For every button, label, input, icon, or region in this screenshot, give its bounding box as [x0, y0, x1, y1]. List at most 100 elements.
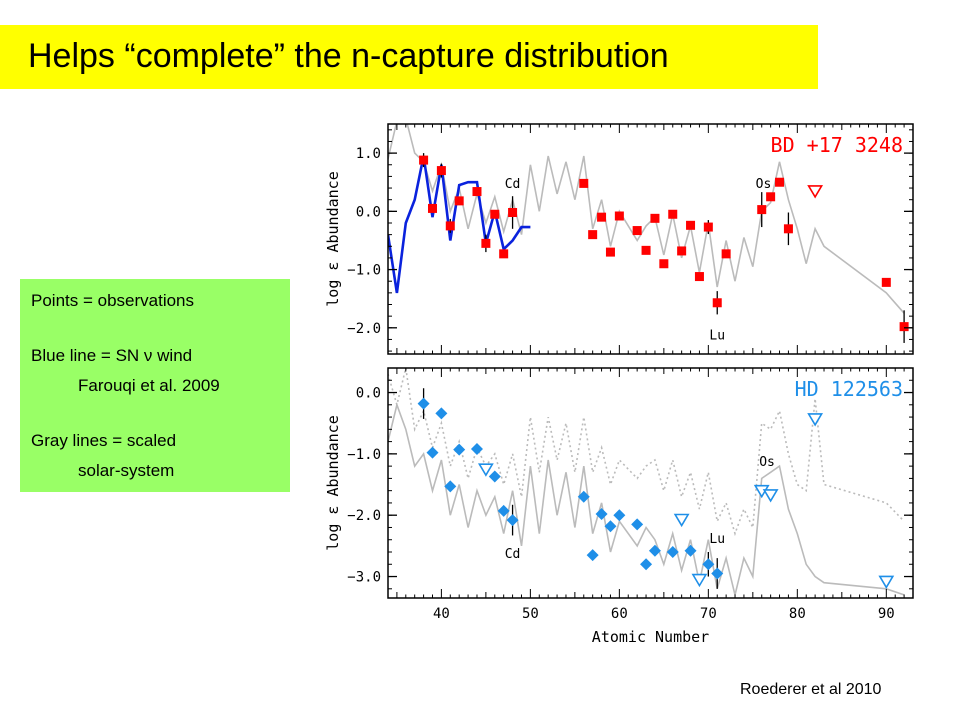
data-point: [711, 567, 724, 580]
element-annotation: Lu: [709, 328, 725, 343]
data-point: [454, 196, 464, 206]
data-point: [703, 222, 713, 232]
y-axis-title: log ε Abundance: [324, 415, 342, 550]
x-tick-label: 40: [433, 606, 450, 622]
y-tick-label: −2.0: [347, 508, 381, 524]
data-point: [488, 470, 501, 483]
upper-limit: [878, 575, 895, 590]
data-point: [497, 504, 510, 517]
data-point: [721, 249, 731, 259]
x-axis-title: Atomic Number: [592, 628, 709, 646]
element-annotation: Cd: [505, 547, 521, 562]
model-line: [388, 155, 531, 294]
panel-bd-17-3248: 1.0 0.0 −1.0 −2.0 log ε Abundance BD +17 3248…: [324, 123, 914, 355]
data-point: [640, 558, 653, 571]
y-tick-label: −1.0: [347, 263, 381, 279]
data-point: [641, 245, 651, 255]
slide-title: Helps “complete” the n-capture distribut…: [28, 37, 669, 75]
legend-gray-lines: Gray lines = scaled: [31, 431, 177, 450]
legend-gray-lines-desc: solar-system: [78, 461, 175, 480]
data-point: [445, 221, 455, 231]
solar-dotted-line: [388, 368, 905, 537]
legend-blue-line-ref: Farouqi et al. 2009: [78, 376, 220, 395]
data-point: [427, 203, 437, 213]
data-point: [499, 249, 509, 259]
data-point: [613, 509, 626, 522]
abundance-chart: 1.0 0.0 −1.0 −2.0 log ε Abundance BD +17 3248…: [324, 123, 914, 646]
data-point: [506, 514, 519, 527]
data-point: [435, 407, 448, 420]
legend-blue-line: Blue line = SN ν wind: [31, 346, 193, 365]
x-tick-label: 60: [611, 606, 628, 622]
data-point: [775, 177, 785, 187]
data-point: [702, 558, 715, 571]
plot-frame: [387, 123, 914, 355]
data-point: [417, 397, 430, 410]
solar-line: [388, 402, 905, 596]
data-point: [444, 480, 457, 493]
element-annotation: Cd: [505, 177, 521, 192]
upper-limit: [807, 185, 824, 199]
data-point: [588, 230, 598, 240]
title-banner: Helps “complete” the n-capture distribut…: [0, 25, 818, 89]
data-point: [766, 192, 776, 202]
star-name: BD +17 3248: [771, 133, 903, 157]
upper-limit: [691, 573, 708, 588]
data-point: [650, 213, 660, 223]
legend-box: Points = observations Blue line = SN ν w…: [20, 279, 290, 492]
star-name: HD 122563: [795, 377, 903, 401]
x-tick-label: 50: [522, 606, 539, 622]
data-point: [579, 178, 589, 188]
y-axis-title: log ε Abundance: [324, 171, 342, 306]
data-point: [481, 238, 491, 248]
data-point: [419, 155, 429, 165]
plot-area: [388, 124, 909, 343]
data-point: [586, 549, 599, 562]
data-point: [631, 518, 644, 531]
upper-limit: [762, 489, 779, 503]
data-point: [881, 277, 891, 287]
element-annotation: Lu: [709, 532, 725, 547]
y-tick-label: −3.0: [347, 570, 381, 586]
data-point: [508, 208, 518, 218]
y-tick-label: −1.0: [347, 447, 381, 463]
data-point: [648, 544, 661, 557]
data-point: [677, 246, 687, 256]
data-point: [666, 546, 679, 558]
x-tick-label: 80: [789, 606, 806, 622]
upper-limit: [807, 413, 824, 427]
data-point: [490, 209, 500, 219]
data-point: [597, 212, 607, 222]
x-tick-label: 90: [878, 606, 895, 622]
upper-limit: [477, 463, 494, 477]
data-point: [470, 442, 483, 455]
plot-frame: [387, 367, 914, 599]
data-point: [426, 446, 439, 459]
data-point: [899, 322, 909, 332]
x-tick-label: 70: [700, 606, 717, 622]
element-annotation: Os: [759, 455, 775, 470]
data-point: [684, 544, 697, 557]
data-point: [757, 205, 767, 215]
citation: Roederer et al 2010: [740, 681, 882, 698]
data-point: [436, 166, 446, 176]
y-tick-label: 1.0: [356, 146, 381, 162]
legend-observations: Points = observations: [31, 291, 195, 310]
data-point: [783, 224, 793, 234]
data-point: [668, 209, 678, 219]
data-point: [686, 220, 696, 230]
data-point: [595, 507, 608, 520]
data-point: [694, 272, 704, 282]
data-point: [472, 187, 482, 197]
y-tick-label: −2.0: [347, 321, 381, 337]
data-point: [577, 490, 590, 503]
panel-hd-122563: 0.0 −1.0 −2.0 −3.0 40 50 60 70 80 90 log ε Abundan…: [324, 367, 914, 646]
data-point: [453, 443, 466, 456]
data-point: [614, 211, 624, 221]
y-tick-label: 0.0: [356, 204, 381, 220]
y-tick-label: 0.0: [356, 386, 381, 402]
data-point: [712, 298, 722, 308]
data-point: [605, 247, 615, 257]
element-annotation: Os: [756, 177, 772, 192]
data-point: [659, 259, 669, 269]
